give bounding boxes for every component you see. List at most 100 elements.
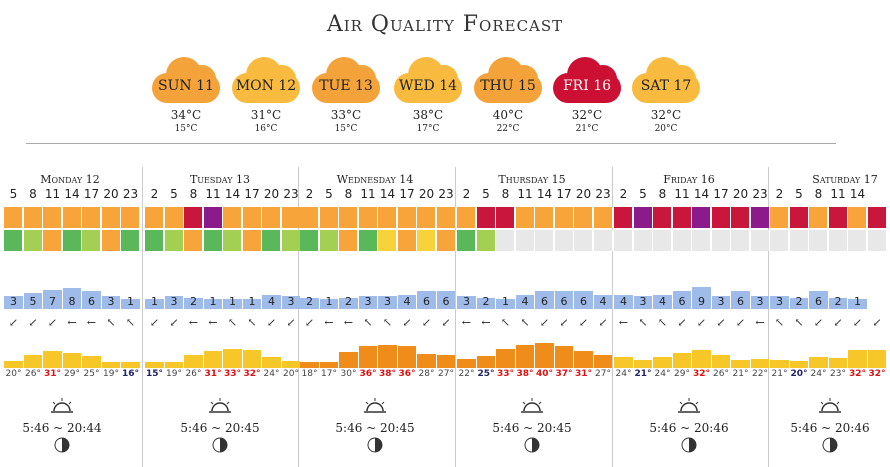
- temperature-value: 36°: [359, 369, 377, 379]
- aqi-cell: [23, 207, 43, 228]
- aqi-value: 3: [776, 295, 783, 308]
- hour-label: 14: [849, 187, 866, 201]
- aqi-cell: [633, 230, 653, 251]
- aqi-cell: [535, 207, 554, 228]
- aqi-cell: [184, 207, 203, 228]
- aqi-cell: [281, 207, 301, 228]
- aqi-cell: [574, 207, 593, 228]
- cloud-icon: WED 14: [392, 55, 464, 105]
- wind-direction-icon: ↙: [872, 316, 882, 329]
- aqi-cell: [378, 230, 397, 251]
- temperature-value: 16°: [121, 369, 140, 379]
- temperature-value: 29°: [64, 369, 80, 379]
- aqi-value: 3: [717, 295, 725, 308]
- aqi-cell: [281, 230, 301, 251]
- aqi-cell: [809, 230, 828, 251]
- aqi-bar: [121, 299, 140, 309]
- day-label: SUN 11: [158, 78, 214, 94]
- aqi-bar: [692, 286, 711, 309]
- cloud-icon: MON 12: [230, 55, 302, 105]
- aqi-cell: [358, 230, 378, 251]
- column-header: Saturday 17: [812, 173, 878, 186]
- temperature-bar: [319, 362, 338, 368]
- aqi-bar: [750, 296, 769, 309]
- wind-direction-icon: ↖: [520, 316, 530, 329]
- aqi-bar: [828, 297, 847, 309]
- aqi-bar: [574, 291, 593, 309]
- aqi-cell: [711, 230, 731, 251]
- wind-direction-icon: ↖: [657, 316, 668, 329]
- temperature-bar: [378, 344, 397, 368]
- hour-label: 20: [575, 187, 592, 201]
- wind-direction-icon: ↙: [813, 316, 824, 329]
- hour-label: 23: [122, 187, 139, 201]
- temperature-value: 21°: [732, 369, 749, 379]
- aqi-cell: [62, 207, 82, 228]
- aqi-value: 3: [10, 295, 17, 308]
- hour-label: 14: [379, 187, 396, 201]
- aqi-bar: [223, 299, 242, 309]
- aqi-bar: [62, 288, 81, 309]
- aqi-cell: [184, 230, 203, 251]
- day-high: 32°C: [571, 108, 603, 122]
- hour-label: 11: [517, 187, 533, 201]
- hour-label: 14: [224, 187, 241, 201]
- temperature-value: 24°: [615, 369, 632, 379]
- aqi-value: 6: [737, 295, 744, 308]
- wind-direction-icon: ↙: [8, 316, 19, 329]
- aqi-value: 1: [127, 295, 134, 308]
- temperature-bar: [145, 362, 164, 368]
- wind-direction-icon: ↖: [774, 316, 785, 329]
- aqi-bar: [242, 299, 261, 309]
- aqi-cell: [496, 230, 515, 251]
- cloud-icon: THU 15: [472, 55, 544, 105]
- aqi-value: 1: [229, 295, 236, 308]
- aqi-cell: [867, 207, 887, 228]
- aqi-bar: [614, 294, 633, 309]
- aqi-bar: [43, 289, 62, 309]
- aqi-bar: [378, 296, 397, 309]
- day-forecast-2[interactable]: TUE 13 33°C 15°C: [310, 55, 382, 136]
- day-forecast-0[interactable]: SUN 11 34°C 15°C: [150, 55, 222, 136]
- hour-label: 5: [795, 187, 803, 201]
- day-high: 32°C: [650, 108, 682, 122]
- wind-direction-icon: ↙: [286, 316, 296, 329]
- hour-label: 2: [462, 187, 471, 201]
- sun-times: 5:46 ~ 20:44: [22, 421, 102, 435]
- aqi-cell: [692, 207, 711, 228]
- temperature-value: 26°: [25, 369, 41, 379]
- aqi-bar: [145, 299, 164, 309]
- temperature-value: 22°: [458, 369, 475, 379]
- sun-times: 5:46 ~ 20:45: [335, 421, 415, 435]
- day-forecast-3[interactable]: WED 14 38°C 17°C: [392, 55, 464, 136]
- moon-phase-icon: [524, 437, 540, 453]
- aqi-bar: [535, 291, 554, 309]
- temperature-value: 32°: [243, 369, 261, 379]
- aqi-value: 6: [580, 295, 587, 308]
- aqi-bar: [319, 299, 338, 309]
- aqi-value: 1: [325, 295, 333, 308]
- day-forecast-4[interactable]: THU 15 40°C 22°C: [472, 55, 544, 136]
- aqi-value: 4: [659, 295, 666, 308]
- aqi-bar: [731, 291, 750, 309]
- hour-label: 11: [205, 187, 221, 201]
- aqi-bar: [4, 296, 23, 309]
- wind-direction-icon: ↖: [363, 316, 373, 329]
- wind-direction-icon: ↖: [638, 316, 648, 329]
- aqi-cell: [43, 207, 62, 228]
- wind-direction-icon: ↙: [852, 316, 863, 329]
- day-forecast-1[interactable]: MON 12 31°C 16°C: [230, 55, 302, 136]
- aqi-cell: [672, 207, 692, 228]
- aqi-cell: [653, 207, 672, 228]
- day-forecast-6[interactable]: SAT 17 32°C 20°C: [630, 55, 702, 136]
- aqi-value: 7: [49, 295, 56, 308]
- hour-label: 23: [595, 187, 611, 201]
- wind-direction-icon: ↙: [402, 316, 412, 329]
- column-header: Monday 12: [40, 173, 100, 186]
- aqi-cell: [242, 230, 262, 251]
- aqi-value: 3: [107, 295, 115, 308]
- day-forecast-5[interactable]: FRI 16 32°C 21°C: [551, 55, 623, 136]
- aqi-cell: [750, 230, 770, 251]
- wind-direction-icon: ←: [461, 316, 472, 329]
- aqi-cell: [4, 230, 23, 251]
